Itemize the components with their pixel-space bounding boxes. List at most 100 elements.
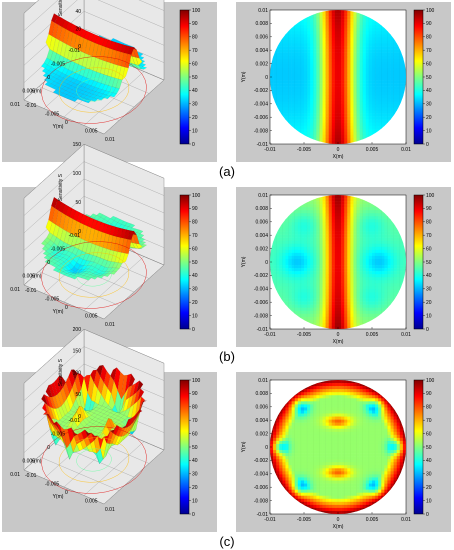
heatmap-cell [313, 277, 317, 281]
heatmap-cell [304, 292, 308, 296]
heatmap-cell [304, 249, 308, 254]
heatmap-cell [344, 140, 348, 144]
heatmap-cell [328, 274, 333, 278]
heatmap-cell [282, 453, 286, 457]
heatmap-cell [344, 258, 348, 263]
heatmap-cell [334, 228, 339, 232]
heatmap-cell [378, 280, 382, 284]
heatmap-cell [344, 31, 348, 35]
heatmap-cell [390, 295, 394, 299]
heatmap-cell [365, 213, 370, 217]
heatmap-cell [344, 92, 348, 96]
heatmap-cell [368, 86, 373, 90]
heatmap-cell [291, 37, 296, 41]
heatmap-cell [350, 228, 354, 232]
heatmap-cell [334, 125, 339, 130]
heatmap-cell [313, 73, 317, 78]
heatmap-cell [325, 216, 330, 220]
heatmap-cell [300, 37, 305, 41]
heatmap-cell [372, 210, 376, 214]
heatmap-cell [368, 28, 373, 32]
heatmap-cell [313, 292, 317, 296]
heatmap-cell [338, 240, 342, 245]
heatmap-cell [384, 122, 388, 127]
heatmap-cell [328, 298, 333, 302]
heatmap-cell [282, 434, 286, 439]
heatmap-cell [291, 310, 296, 315]
heatmap-cell [273, 98, 277, 102]
heatmap-cell [322, 101, 326, 105]
floor-grid-line [38, 271, 120, 306]
heatmap-cell [387, 280, 391, 284]
heatmap-cell [297, 28, 302, 32]
heatmap-cell [307, 231, 311, 235]
heatmap-cell [368, 222, 373, 226]
heatmap-cell [285, 43, 289, 47]
heatmap-cell [328, 301, 333, 305]
heatmap-cell [334, 231, 339, 235]
heatmap-cell [328, 16, 333, 20]
heatmap-cell [375, 240, 379, 245]
heatmap-cell [347, 98, 351, 102]
heatmap-cell [288, 431, 292, 436]
heatmap-cell [359, 228, 364, 232]
heatmap-cell [331, 292, 336, 296]
heatmap-cell [273, 249, 277, 254]
heatmap-cell [291, 225, 296, 229]
colorbar-tick-label: 0 [426, 327, 429, 333]
heatmap-cell [285, 304, 289, 308]
heatmap-cell [362, 277, 367, 281]
heatmap-cell [313, 37, 317, 41]
heatmap-cell [307, 240, 311, 245]
heatmap-cell [276, 447, 280, 451]
heatmap-cell [282, 450, 286, 454]
floor-grid-line [23, 99, 105, 135]
heatmap-cell [300, 86, 305, 90]
heatmap-cell [294, 237, 299, 241]
heatmap-cell [359, 252, 364, 257]
heatmap-cell [334, 268, 339, 272]
heatmap-cell [331, 119, 336, 123]
heatmap-cell [350, 237, 354, 241]
heatmap-cell [270, 437, 274, 442]
heatmap-cell [350, 119, 354, 123]
heatmap-cell [297, 89, 302, 93]
heatmap-cell [316, 40, 320, 44]
heatmap-cell [344, 274, 348, 278]
x-axis-label: X(m) [31, 273, 42, 279]
heatmap-cell [344, 77, 348, 81]
heatmap-cell [291, 419, 296, 423]
heatmap-cell [341, 265, 345, 269]
heatmap-cell [273, 268, 277, 272]
heatmap-cell [372, 228, 376, 232]
heatmap-cell [353, 258, 357, 263]
colorbar-c-3d [179, 379, 190, 515]
heatmap-cell [285, 450, 289, 454]
heatmap-cell [362, 37, 367, 41]
heatmap-cell [399, 52, 404, 56]
heatmap-cell [334, 222, 339, 226]
heatmap-cell [300, 301, 305, 305]
heatmap-cell [276, 83, 280, 87]
heatmap-cell [381, 210, 385, 214]
heatmap-cell [297, 116, 302, 120]
heatmap-cell [325, 34, 330, 38]
heatmap-cell [387, 298, 391, 302]
heatmap-cell [319, 258, 323, 263]
heatmap-cell [381, 243, 385, 248]
colorbar-tick-label: 50 [192, 445, 198, 451]
heatmap-cell [310, 104, 314, 108]
heatmap-cell [297, 128, 302, 133]
heatmap-cell [319, 77, 323, 81]
heatmap-cell [300, 258, 305, 263]
heatmap-cell [310, 73, 314, 78]
heatmap-cell [313, 19, 317, 23]
surface-patch [103, 430, 111, 444]
heatmap-cell [310, 61, 314, 66]
heatmap-cell [396, 277, 401, 281]
heatmap-cell [350, 319, 354, 324]
heatmap-cell [344, 95, 348, 99]
heatmap-cell [300, 280, 305, 284]
heatmap-cell [322, 16, 326, 20]
heatmap-cell [341, 319, 345, 324]
